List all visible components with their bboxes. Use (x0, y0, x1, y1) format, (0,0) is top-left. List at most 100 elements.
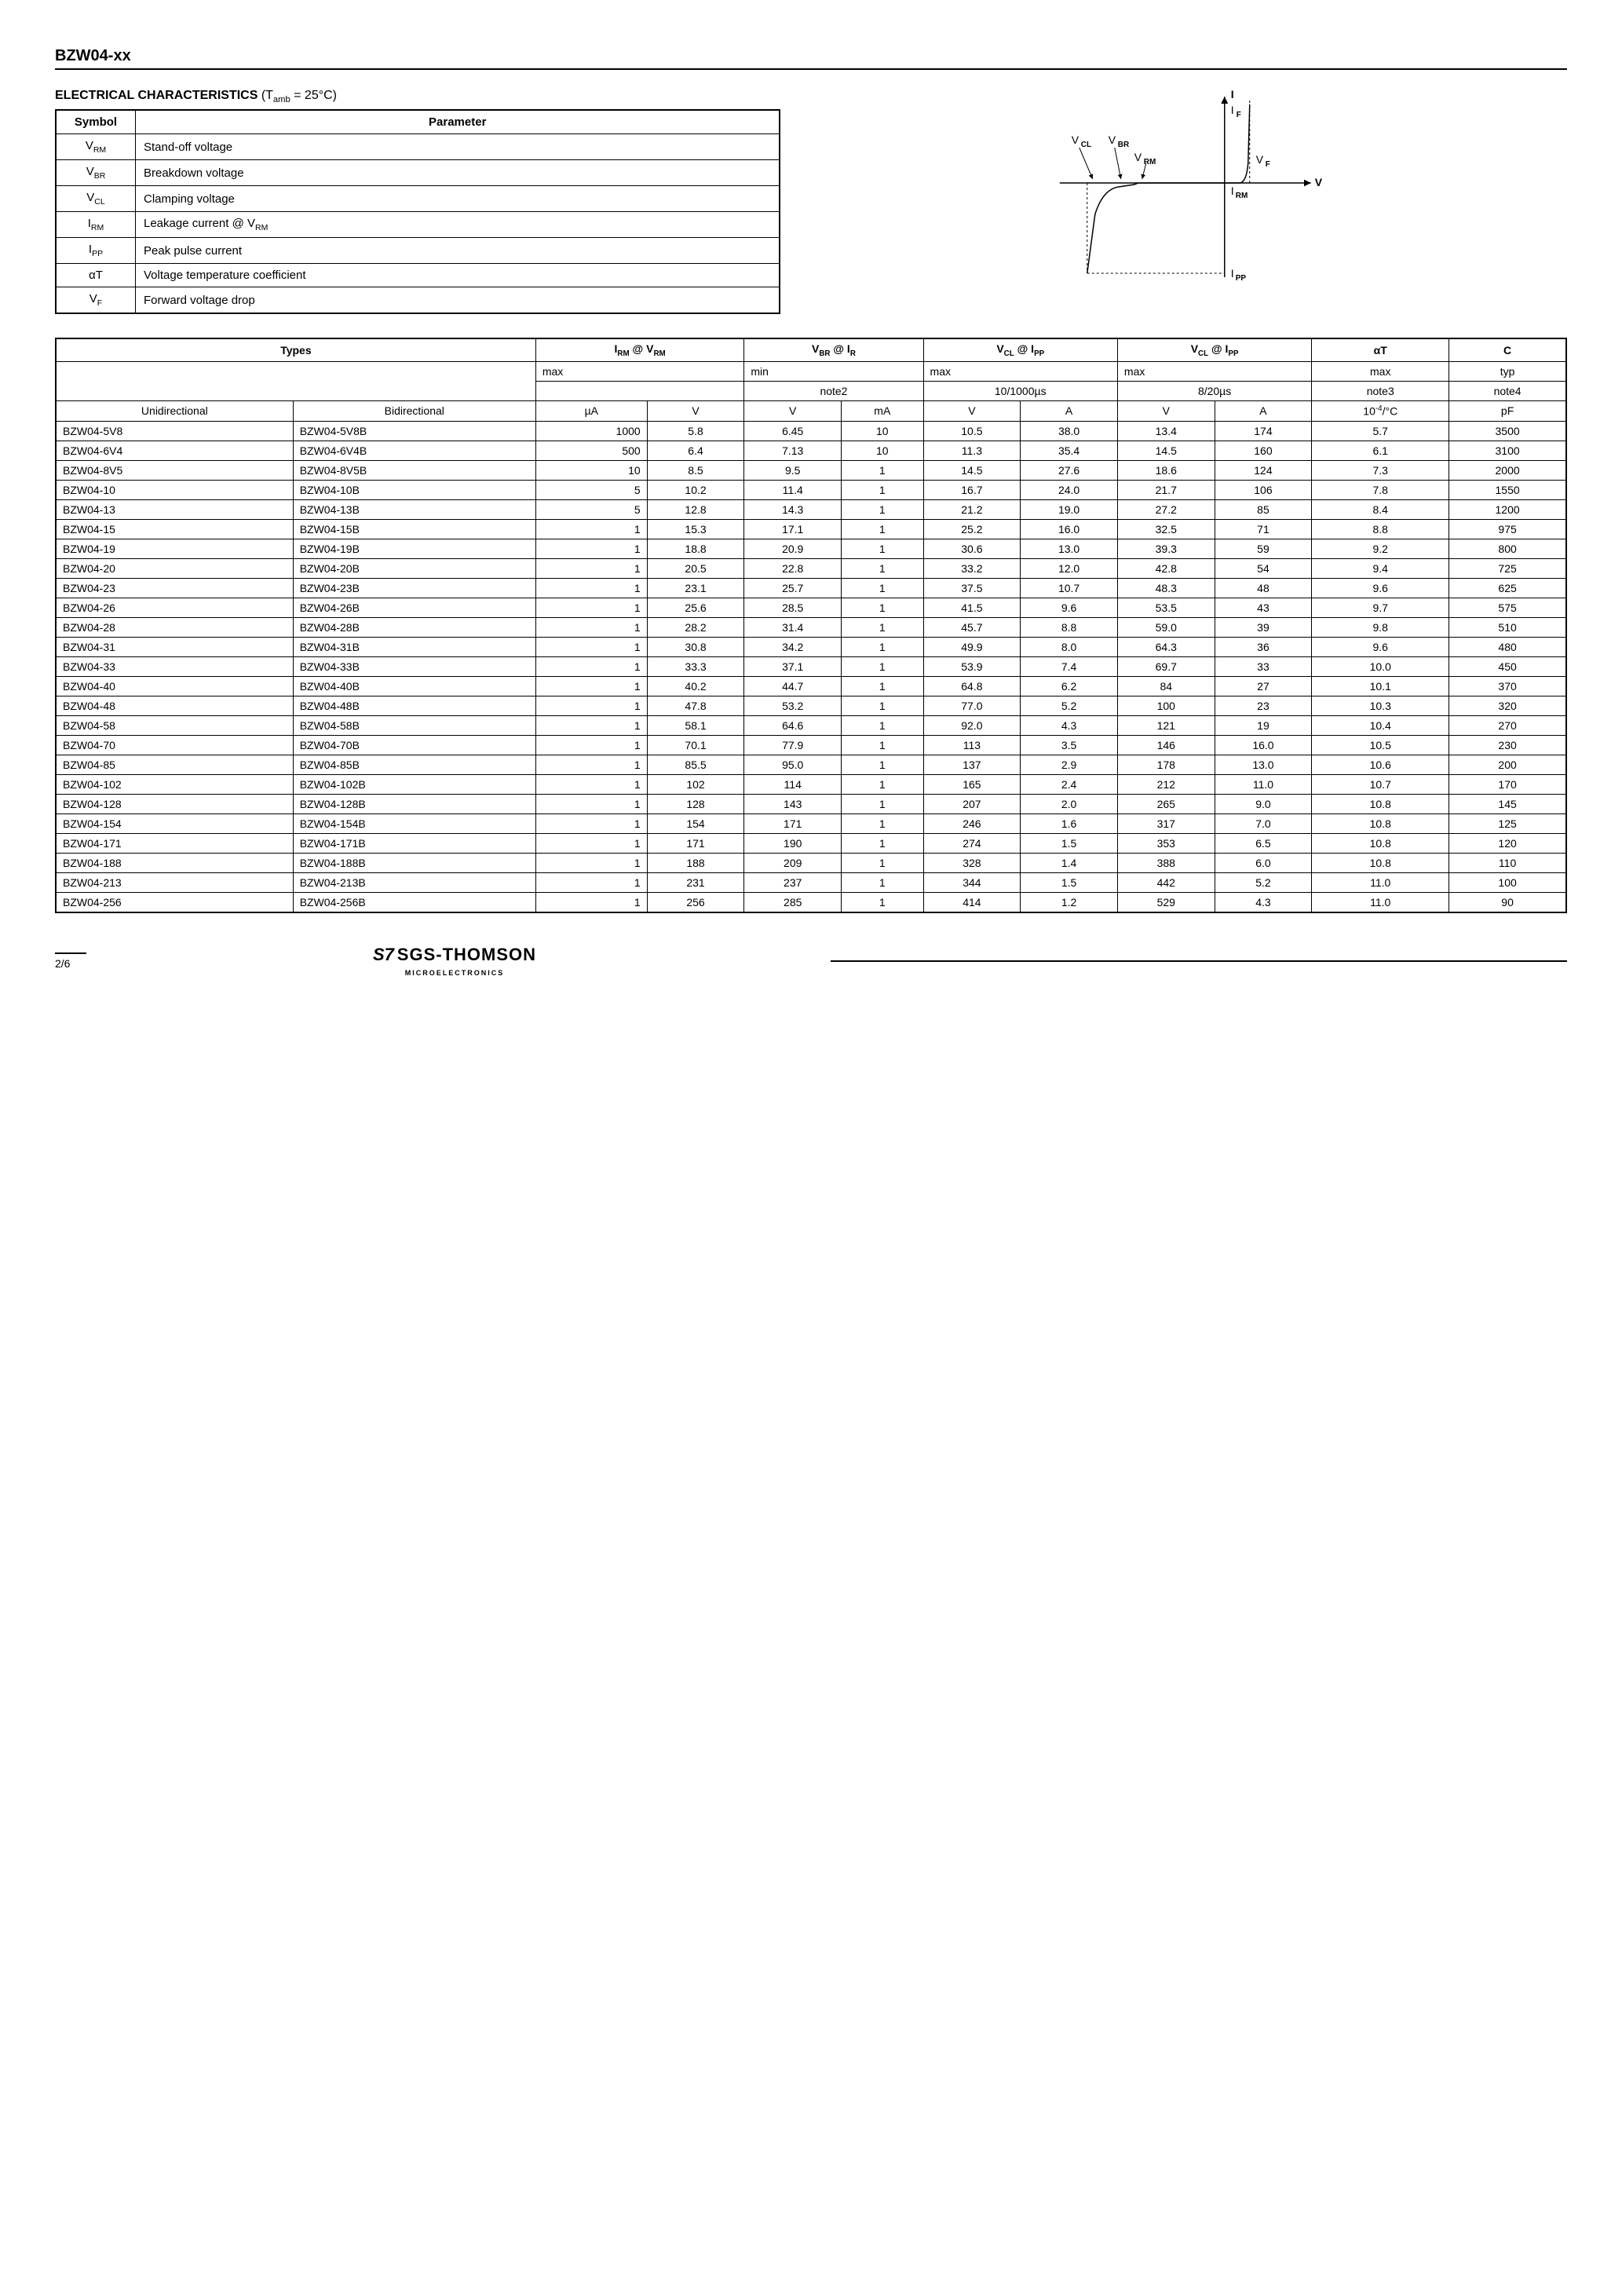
data-row: BZW04-70BZW04-70B170.177.911133.514616.0… (56, 735, 1566, 755)
param-cell: Leakage current @ VRM (136, 212, 780, 238)
data-cell: 178 (1117, 755, 1215, 774)
data-cell: 71 (1215, 519, 1312, 539)
data-cell: BZW04-154B (293, 813, 535, 833)
footer-line (831, 960, 1567, 962)
data-cell: 102 (647, 774, 744, 794)
data-cell: 1 (842, 853, 923, 872)
data-cell: 58.1 (647, 715, 744, 735)
data-cell: BZW04-188B (293, 853, 535, 872)
data-cell: 10.8 (1312, 794, 1449, 813)
data-cell: 7.8 (1312, 480, 1449, 499)
data-cell: 154 (647, 813, 744, 833)
data-cell: 1 (842, 558, 923, 578)
data-cell: 137 (923, 755, 1021, 774)
data-cell: 274 (923, 833, 1021, 853)
data-cell: 28.2 (647, 617, 744, 637)
data-row: BZW04-5V8BZW04-5V8B10005.86.451010.538.0… (56, 421, 1566, 441)
data-cell: 1 (535, 656, 647, 676)
data-cell: BZW04-15B (293, 519, 535, 539)
data-cell: 10 (842, 421, 923, 441)
data-cell: 1 (842, 833, 923, 853)
hdr-uA: µA (535, 400, 647, 421)
ec-title-cond: (Tamb = 25°C) (258, 89, 337, 102)
data-cell: 18.8 (647, 539, 744, 558)
symbol-row: IPPPeak pulse current (56, 238, 780, 264)
hdr-max4: max (1312, 361, 1449, 381)
top-section: ELECTRICAL CHARACTERISTICS (Tamb = 25°C)… (55, 89, 1567, 314)
data-cell: 23 (1215, 696, 1312, 715)
data-cell: 8.5 (647, 460, 744, 480)
logo-st: S7 (373, 945, 394, 964)
data-cell: 190 (744, 833, 842, 853)
symbol-row: VRMStand-off voltage (56, 134, 780, 160)
data-cell: 7.0 (1215, 813, 1312, 833)
data-cell: 114 (744, 774, 842, 794)
data-cell: 85.5 (647, 755, 744, 774)
data-cell: 95.0 (744, 755, 842, 774)
symbol-row: VCLClamping voltage (56, 186, 780, 212)
data-cell: 3.5 (1021, 735, 1118, 755)
data-cell: 27.6 (1021, 460, 1118, 480)
data-row: BZW04-13BZW04-13B512.814.3121.219.027.28… (56, 499, 1566, 519)
data-cell: 44.7 (744, 676, 842, 696)
data-cell: 39.3 (1117, 539, 1215, 558)
data-cell: 6.4 (647, 441, 744, 460)
data-cell: 575 (1449, 598, 1566, 617)
data-cell: BZW04-8V5B (293, 460, 535, 480)
data-cell: 285 (744, 892, 842, 912)
hdr-max3: max (1117, 361, 1311, 381)
data-cell: 9.7 (1312, 598, 1449, 617)
data-cell: BZW04-28B (293, 617, 535, 637)
data-cell: 1 (842, 617, 923, 637)
data-cell: 171 (647, 833, 744, 853)
data-cell: 23.1 (647, 578, 744, 598)
data-cell: 39 (1215, 617, 1312, 637)
data-cell: 1 (535, 578, 647, 598)
data-cell: 5.8 (647, 421, 744, 441)
data-cell: BZW04-31 (56, 637, 293, 656)
data-cell: 237 (744, 872, 842, 892)
ec-title-bold: ELECTRICAL CHARACTERISTICS (55, 89, 258, 102)
data-cell: 2.0 (1021, 794, 1118, 813)
data-cell: 10.1 (1312, 676, 1449, 696)
svg-text:V: V (1256, 153, 1264, 166)
data-cell: BZW04-23 (56, 578, 293, 598)
data-cell: BZW04-70B (293, 735, 535, 755)
data-cell: 975 (1449, 519, 1566, 539)
hdr-V4: V (1117, 400, 1215, 421)
data-cell: 59 (1215, 539, 1312, 558)
logo-brand: SGS-THOMSON (397, 945, 536, 964)
data-cell: BZW04-188 (56, 853, 293, 872)
data-cell: 64.6 (744, 715, 842, 735)
hdr-V2: V (744, 400, 842, 421)
data-cell: 146 (1117, 735, 1215, 755)
data-cell: 1 (535, 715, 647, 735)
data-cell: 106 (1215, 480, 1312, 499)
data-cell: 1 (535, 617, 647, 637)
data-cell: 529 (1117, 892, 1215, 912)
data-cell: 1 (842, 794, 923, 813)
data-cell: BZW04-33 (56, 656, 293, 676)
data-cell: 7.13 (744, 441, 842, 460)
data-cell: 1 (842, 892, 923, 912)
data-cell: 625 (1449, 578, 1566, 598)
data-cell: 128 (647, 794, 744, 813)
data-cell: 1 (535, 598, 647, 617)
data-cell: BZW04-171B (293, 833, 535, 853)
data-cell: 2.9 (1021, 755, 1118, 774)
data-cell: 37.5 (923, 578, 1021, 598)
data-cell: 1 (535, 637, 647, 656)
data-cell: 1 (535, 676, 647, 696)
data-cell: 1 (842, 676, 923, 696)
data-cell: BZW04-171 (56, 833, 293, 853)
data-cell: 1000 (535, 421, 647, 441)
data-cell: BZW04-13 (56, 499, 293, 519)
data-cell: 100 (1117, 696, 1215, 715)
ec-title: ELECTRICAL CHARACTERISTICS (Tamb = 25°C) (55, 89, 780, 104)
data-cell: 10.8 (1312, 853, 1449, 872)
data-cell: 200 (1449, 755, 1566, 774)
page-number: 2/6 (55, 952, 86, 970)
data-cell: 1 (842, 696, 923, 715)
data-cell: 10.0 (1312, 656, 1449, 676)
hdr-vbr-ir: VBR @ IR (744, 338, 923, 361)
